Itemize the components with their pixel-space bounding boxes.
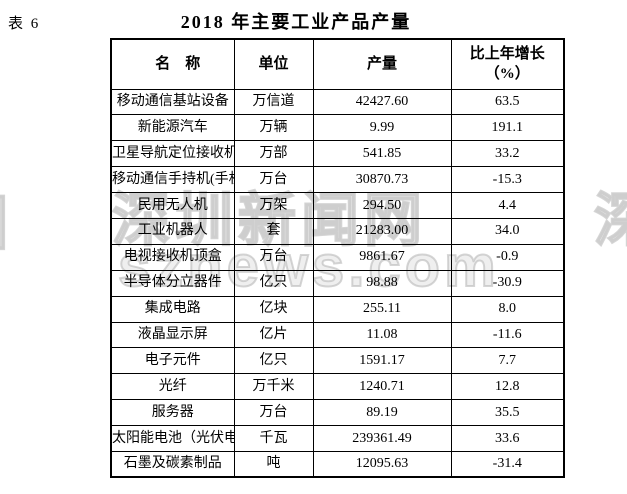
growth-cell: 34.0: [450, 217, 565, 245]
product-name-cell: 半导体分立器件: [110, 269, 235, 297]
output-cell: 9.99: [312, 114, 452, 142]
header-output: 产量: [312, 38, 452, 90]
table-row: 新能源汽车 万辆 9.99 191.1: [110, 114, 565, 142]
unit-cell: 亿片: [233, 321, 314, 349]
output-cell: 12095.63: [312, 450, 452, 478]
growth-cell: -0.9: [450, 243, 565, 271]
table-number-label: 表 6: [8, 16, 41, 32]
output-cell: 294.50: [312, 192, 452, 219]
output-cell: 541.85: [312, 140, 452, 168]
table-row: 液晶显示屏 亿片 11.08 -11.6: [110, 321, 565, 349]
unit-cell: 套: [233, 217, 314, 245]
growth-cell: 12.8: [450, 373, 565, 401]
table-row: 太阳能电池（光伏电池） 千瓦 239361.49 33.6: [110, 425, 565, 452]
product-name-cell: 石墨及碳素制品: [110, 450, 235, 478]
growth-cell: 8.0: [450, 295, 565, 323]
table-row: 移动通信基站设备 万信道 42427.60 63.5: [110, 88, 565, 116]
product-name-cell: 民用无人机: [110, 192, 235, 219]
output-cell: 255.11: [312, 295, 452, 323]
table-row: 服务器 万台 89.19 35.5: [110, 399, 565, 427]
product-name-cell: 移动通信基站设备: [110, 88, 235, 116]
header-unit: 单位: [233, 38, 314, 90]
product-name-cell: 太阳能电池（光伏电池）: [110, 425, 235, 452]
unit-cell: 亿只: [233, 269, 314, 297]
product-name-cell: 卫星导航定位接收机: [110, 140, 235, 168]
table-row: 集成电路 亿块 255.11 8.0: [110, 295, 565, 323]
growth-cell: 4.4: [450, 192, 565, 219]
unit-cell: 万信道: [233, 88, 314, 116]
growth-cell: 35.5: [450, 399, 565, 427]
output-cell: 239361.49: [312, 425, 452, 452]
unit-cell: 万架: [233, 192, 314, 219]
growth-cell: 63.5: [450, 88, 565, 116]
product-name-cell: 移动通信手持机(手机): [110, 166, 235, 194]
unit-cell: 吨: [233, 450, 314, 478]
growth-cell: -15.3: [450, 166, 565, 194]
table-row: 民用无人机 万架 294.50 4.4: [110, 192, 565, 219]
product-name-cell: 液晶显示屏: [110, 321, 235, 349]
output-cell: 98.88: [312, 269, 452, 297]
output-cell: 1240.71: [312, 373, 452, 401]
growth-cell: 33.2: [450, 140, 565, 168]
output-cell: 42427.60: [312, 88, 452, 116]
product-name-cell: 工业机器人: [110, 217, 235, 245]
unit-cell: 万台: [233, 399, 314, 427]
growth-cell: 7.7: [450, 347, 565, 375]
growth-cell: -11.6: [450, 321, 565, 349]
output-cell: 21283.00: [312, 217, 452, 245]
table-row: 石墨及碳素制品 吨 12095.63 -31.4: [110, 450, 565, 478]
output-cell: 89.19: [312, 399, 452, 427]
growth-cell: 33.6: [450, 425, 565, 452]
industrial-output-table: 名 称 单位 产量 比上年增长 （%） 移动通信基站设备 万信道 42427.6…: [110, 38, 565, 479]
header-name: 名 称: [110, 38, 235, 90]
header-row: 名 称 单位 产量 比上年增长 （%）: [110, 38, 565, 90]
growth-cell: 191.1: [450, 114, 565, 142]
output-cell: 9861.67: [312, 243, 452, 271]
table-row: 电子元件 亿只 1591.17 7.7: [110, 347, 565, 375]
unit-cell: 亿只: [233, 347, 314, 375]
growth-cell: -31.4: [450, 450, 565, 478]
growth-cell: -30.9: [450, 269, 565, 297]
watermark-fragment-right: 深: [593, 188, 627, 253]
product-name-cell: 电子元件: [110, 347, 235, 375]
output-cell: 11.08: [312, 321, 452, 349]
unit-cell: 万部: [233, 140, 314, 168]
unit-cell: 万台: [233, 166, 314, 194]
unit-cell: 亿块: [233, 295, 314, 323]
unit-cell: 千瓦: [233, 425, 314, 452]
unit-cell: 万台: [233, 243, 314, 271]
page-title: 2018 年主要工业产品产量: [180, 12, 412, 32]
table-body: 移动通信基站设备 万信道 42427.60 63.5 新能源汽车 万辆 9.99…: [110, 88, 565, 478]
header-growth: 比上年增长 （%）: [450, 38, 565, 90]
table-row: 卫星导航定位接收机 万部 541.85 33.2: [110, 140, 565, 168]
output-cell: 1591.17: [312, 347, 452, 375]
table-row: 工业机器人 套 21283.00 34.0: [110, 217, 565, 245]
product-name-cell: 电视接收机顶盒: [110, 243, 235, 271]
unit-cell: 万辆: [233, 114, 314, 142]
unit-cell: 万千米: [233, 373, 314, 401]
output-cell: 30870.73: [312, 166, 452, 194]
table-row: 半导体分立器件 亿只 98.88 -30.9: [110, 269, 565, 297]
product-name-cell: 新能源汽车: [110, 114, 235, 142]
product-name-cell: 光纤: [110, 373, 235, 401]
table-row: 电视接收机顶盒 万台 9861.67 -0.9: [110, 243, 565, 271]
table-row: 光纤 万千米 1240.71 12.8: [110, 373, 565, 401]
product-name-cell: 集成电路: [110, 295, 235, 323]
table-header: 名 称 单位 产量 比上年增长 （%）: [110, 38, 565, 90]
table-row: 移动通信手持机(手机) 万台 30870.73 -15.3: [110, 166, 565, 194]
product-name-cell: 服务器: [110, 399, 235, 427]
watermark-fragment-left: 圳: [0, 195, 9, 255]
